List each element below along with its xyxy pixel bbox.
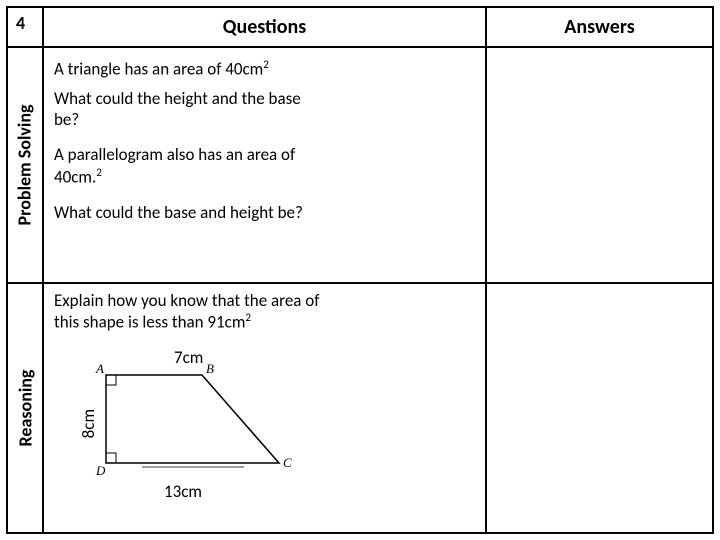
r-line1-sup: 2 (245, 311, 251, 324)
r-line1b: this shape is less than 91cm (54, 312, 245, 333)
answers-heading: Answers (487, 8, 712, 46)
dim-bottom: 13cm (164, 481, 202, 502)
vertex-a: A (95, 363, 104, 376)
ps-line2: A parallelogram also has an area of 40cm… (54, 144, 475, 187)
ps-line1: What could the height and the base be? (54, 88, 475, 131)
vertex-b: B (206, 363, 214, 376)
questions-heading-text: Questions (223, 15, 306, 39)
reasoning-label: Reasoning (8, 284, 44, 532)
right-angle-top (106, 375, 116, 385)
ps-line2b: 40cm. (54, 166, 96, 187)
trapezoid-shape (106, 375, 279, 463)
problem-solving-label: Problem Solving (8, 48, 44, 282)
header-row: 4 Questions Answers (8, 8, 712, 48)
answers-heading-text: Answers (564, 15, 634, 39)
vertex-d: D (95, 463, 106, 478)
ps-line1a: What could the height and the base (54, 88, 301, 109)
trapezoid-svg-wrap: A B C D (94, 363, 294, 483)
question-number: 4 (8, 8, 44, 46)
question-number-text: 4 (16, 12, 25, 34)
ps-intro-sup: 2 (263, 58, 269, 71)
r-line1a: Explain how you know that the area of (54, 290, 319, 311)
trapezoid-diagram: 7cm 8cm A B C D 13cm (54, 343, 475, 503)
problem-solving-row: Problem Solving A triangle has an area o… (8, 48, 712, 284)
right-angle-bottom (106, 453, 116, 463)
ps-intro-text: A triangle has an area of 40cm (54, 59, 263, 80)
problem-solving-body: A triangle has an area of 40cm2 What cou… (44, 48, 487, 282)
trapezoid-svg: A B C D (94, 363, 294, 478)
vertex-c: C (283, 455, 292, 470)
questions-heading: Questions (44, 8, 487, 46)
ps-line1b: be? (54, 109, 79, 130)
ps-line2a: A parallelogram also has an area of (54, 144, 295, 165)
r-line1: Explain how you know that the area of th… (54, 290, 475, 333)
problem-solving-label-text: Problem Solving (14, 104, 36, 225)
reasoning-row: Reasoning Explain how you know that the … (8, 284, 712, 532)
worksheet: 4 Questions Answers Problem Solving A tr… (6, 6, 714, 534)
ps-line3: What could the base and height be? (54, 202, 475, 223)
reasoning-label-text: Reasoning (14, 370, 36, 447)
problem-solving-answer (487, 48, 712, 282)
ps-line2-sup: 2 (96, 166, 102, 179)
reasoning-answer (487, 284, 712, 532)
ps-line3-text: What could the base and height be? (54, 202, 303, 223)
reasoning-body: Explain how you know that the area of th… (44, 284, 487, 532)
ps-intro: A triangle has an area of 40cm2 (54, 58, 475, 80)
